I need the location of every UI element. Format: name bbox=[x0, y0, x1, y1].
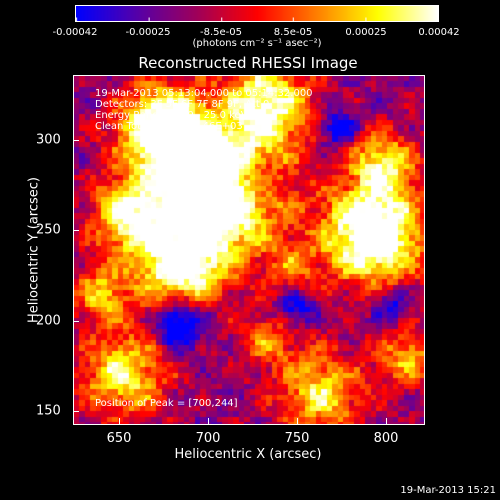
y-tick-mark bbox=[73, 411, 79, 412]
colorbar-units: (photons cm⁻² s⁻¹ asec⁻²) bbox=[192, 38, 322, 49]
x-tick-label: 700 bbox=[195, 431, 221, 446]
time-range-annotation: 19-Mar-2013 05:13:04.000 to 05:14:32.000 bbox=[95, 88, 313, 99]
timestamp: 19-Mar-2013 15:21 bbox=[400, 485, 496, 496]
y-tick-label: 300 bbox=[36, 132, 61, 148]
plot-area: 19-Mar-2013 05:13:04.000 to 05:14:32.000… bbox=[73, 75, 425, 425]
y-tick-label: 250 bbox=[36, 222, 61, 238]
x-tick-mark bbox=[208, 418, 209, 424]
energy-range-annotation: Energy Range: 12.0 - 25.0 keV bbox=[95, 110, 248, 121]
colorbar-tick-label: -0.00042 bbox=[52, 27, 98, 38]
method-annotation: Clean Total counts: 1.46E+03 bbox=[95, 121, 243, 132]
colorbar-tick-label: 8.5e-05 bbox=[273, 27, 313, 38]
y-tick-label: 150 bbox=[36, 403, 61, 419]
x-tick-label: 750 bbox=[284, 431, 310, 446]
plot-title: Reconstructed RHESSI Image bbox=[138, 54, 358, 72]
x-tick-mark bbox=[297, 418, 298, 424]
colorbar bbox=[75, 5, 439, 22]
detectors-annotation: Detectors: 3F 5F 6F 7F 8F 9F, Att 0 bbox=[95, 99, 270, 110]
peak-position-annotation: Position of Peak = [700,244] bbox=[95, 398, 238, 409]
colorbar-tick-label: 0.00025 bbox=[345, 27, 387, 38]
colorbar-tick-label: -8.5e-05 bbox=[200, 27, 242, 38]
colorbar-tick-label: -0.00025 bbox=[125, 27, 171, 38]
x-axis-label: Heliocentric X (arcsec) bbox=[174, 447, 322, 462]
y-axis-label: Heliocentric Y (arcsec) bbox=[26, 177, 42, 323]
x-tick-mark bbox=[119, 418, 120, 424]
x-tick-label: 800 bbox=[373, 431, 399, 446]
y-tick-mark bbox=[73, 140, 79, 141]
y-tick-label: 200 bbox=[36, 313, 61, 329]
colorbar-tick-label: 0.00042 bbox=[418, 27, 460, 38]
y-tick-mark bbox=[73, 321, 79, 322]
x-tick-label: 650 bbox=[106, 431, 132, 446]
x-tick-mark bbox=[386, 418, 387, 424]
heatmap-image bbox=[74, 76, 424, 424]
y-tick-mark bbox=[73, 230, 79, 231]
